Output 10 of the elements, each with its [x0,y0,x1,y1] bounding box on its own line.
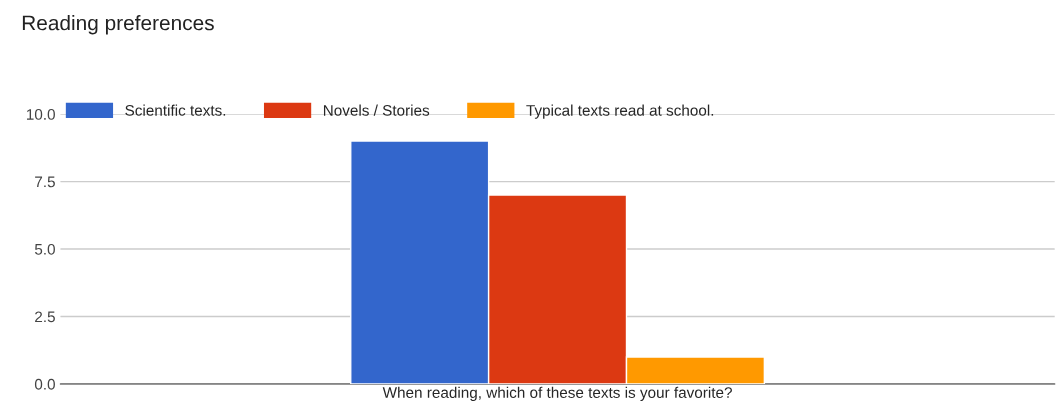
y-tick-label: 7.5 [35,176,55,188]
y-tick-label: 0.0 [34,378,55,390]
y-tick-label: 10.0 [26,108,55,120]
x-tick-label: When reading, which of these texts is your favorite? [382,386,732,401]
legend-label: Novels / Stories [323,104,430,116]
y-tick-label: 5.0 [34,243,55,255]
legend-label: Scientific texts. [125,104,226,116]
chart-title: Reading preferences [22,15,214,35]
legend-label: Typical texts read at school. [526,104,714,119]
y-tick-label: 2.5 [35,311,55,323]
